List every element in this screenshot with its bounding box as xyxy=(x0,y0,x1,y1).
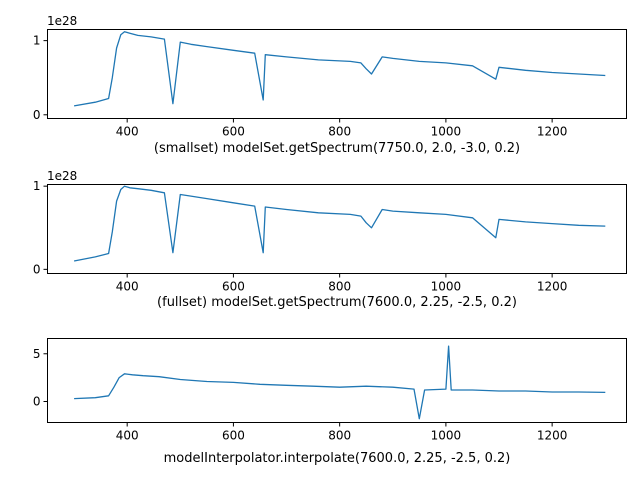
subplot-fullset: 1e28 (fullset) modelSet.getSpectrum(7600… xyxy=(33,169,627,310)
x-tick-label: 1200 xyxy=(537,429,568,443)
y-tick-label: 5 xyxy=(33,347,41,361)
x-tick-label: 800 xyxy=(328,280,351,294)
x-tick-label: 1200 xyxy=(537,125,568,139)
plot-frame xyxy=(47,29,627,119)
x-tick-label: 400 xyxy=(116,429,139,443)
series-line-spectrum xyxy=(73,185,606,262)
x-tick-label: 1000 xyxy=(431,125,462,139)
series-line-interpolated xyxy=(74,345,606,420)
y-tick-label: 1 xyxy=(33,179,41,193)
y-tick-label: 0 xyxy=(33,395,41,409)
plot-frame xyxy=(47,338,627,423)
subplot-interpolated: modelInterpolator.interpolate(7600.0, 2.… xyxy=(33,338,627,466)
x-tick-label: 1200 xyxy=(537,280,568,294)
scale-label: 1e28 xyxy=(47,169,77,183)
y-tick-label: 0 xyxy=(33,262,41,276)
x-tick-label: 600 xyxy=(222,280,245,294)
x-tick-label: 400 xyxy=(116,125,139,139)
x-tick-label: 800 xyxy=(328,125,351,139)
x-axis-label: (smallset) modelSet.getSpectrum(7750.0, … xyxy=(154,141,520,156)
x-tick-label: 1000 xyxy=(431,280,462,294)
x-axis-label: (fullset) modelSet.getSpectrum(7600.0, 2… xyxy=(157,295,517,310)
x-tick-label: 600 xyxy=(222,125,245,139)
x-tick-label: 400 xyxy=(116,280,139,294)
x-axis-label: modelInterpolator.interpolate(7600.0, 2.… xyxy=(164,451,511,466)
scale-label: 1e28 xyxy=(47,14,77,28)
y-tick-label: 1 xyxy=(33,34,41,48)
y-tick-label: 0 xyxy=(33,108,41,122)
series-line-spectrum xyxy=(73,31,606,107)
x-tick-label: 600 xyxy=(222,429,245,443)
subplot-smallset: 1e28 (smallset) modelSet.getSpectrum(775… xyxy=(33,14,627,156)
x-tick-label: 800 xyxy=(328,429,351,443)
x-tick-label: 1000 xyxy=(431,429,462,443)
plot-frame xyxy=(47,184,627,274)
